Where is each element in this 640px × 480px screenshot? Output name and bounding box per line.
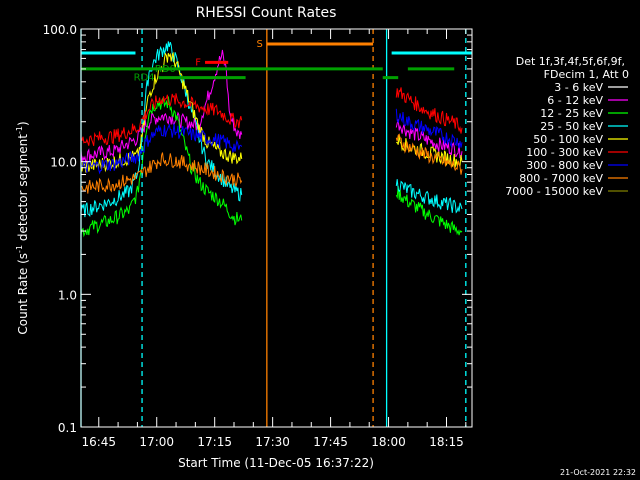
footer-date: 21-Oct-2021 22:32 <box>560 468 636 477</box>
legend-entry-label: 3 - 6 keV <box>554 81 603 94</box>
y-tick-label: 100.0 <box>43 23 77 37</box>
y-tick-label: 0.1 <box>58 421 77 435</box>
legend-entry-label: 7000 - 15000 keV <box>505 185 603 198</box>
y-axis-label-sup: -1 <box>15 245 24 253</box>
legend-entry-label: 50 - 100 keV <box>533 133 603 146</box>
legend-entry-label: 12 - 25 keV <box>540 107 603 120</box>
series-line-7 <box>395 133 463 175</box>
chart-title: RHESSI Count Rates <box>196 5 337 21</box>
series-line-3 <box>395 179 463 214</box>
y-axis-label: Count Rate (s-1 detector segment-1) <box>15 121 30 334</box>
legend: Det 1f,3f,4f,5f,6f,9f, FDecim 1, Att 0 3… <box>505 55 629 198</box>
series-line-5 <box>80 93 243 146</box>
flag-label-s: S <box>256 39 262 50</box>
flag-label-rd0: RD0 <box>155 64 176 75</box>
flag-label-f: F <box>195 57 201 68</box>
legend-entry-label: 25 - 50 keV <box>540 120 603 133</box>
x-tick-label: 16:45 <box>81 435 116 449</box>
series-line-5 <box>395 87 463 134</box>
y-axis-label-sup: -1 <box>15 126 24 134</box>
legend-entry-label: 800 - 7000 keV <box>519 172 603 185</box>
series-line-0 <box>395 210 463 256</box>
legend-entry-label: 100 - 300 keV <box>526 146 603 159</box>
x-tick-label: 17:15 <box>197 435 232 449</box>
series-line-2 <box>395 185 463 236</box>
y-axis-label-part: ) <box>16 121 30 126</box>
legend-entry-label: 300 - 800 keV <box>526 159 603 172</box>
y-axis-label-part: detector segment <box>16 134 30 245</box>
flag-label-rd4: RD4 <box>134 73 155 84</box>
y-tick-label: 1.0 <box>58 288 77 302</box>
series-line-6 <box>395 108 463 149</box>
legend-header-line-2: FDecim 1, Att 0 <box>544 68 629 81</box>
y-axis-label-part: Count Rate (s <box>16 253 30 335</box>
axes: 0.1 1.0 10.0 100.0 16:45 17:00 17:15 17:30 17:45… <box>43 23 472 449</box>
series-line-6 <box>80 123 243 175</box>
series-line-7 <box>80 152 243 194</box>
x-tick-label: 17:00 <box>139 435 174 449</box>
x-tick-label: 17:45 <box>313 435 348 449</box>
legend-entry-label: 6 - 12 keV <box>547 94 603 107</box>
x-tick-label: 17:30 <box>255 435 290 449</box>
x-axis-label: Start Time (11-Dec-05 16:37:22) <box>178 456 374 470</box>
series-line-4 <box>80 51 243 173</box>
legend-header-line-1: Det 1f,3f,4f,5f,6f,9f, <box>516 55 625 68</box>
y-tick-label: 10.0 <box>50 156 77 170</box>
x-tick-label: 18:15 <box>429 435 464 449</box>
series-line-1 <box>395 119 463 159</box>
x-tick-label: 18:00 <box>371 435 406 449</box>
plot-frame <box>80 28 473 428</box>
